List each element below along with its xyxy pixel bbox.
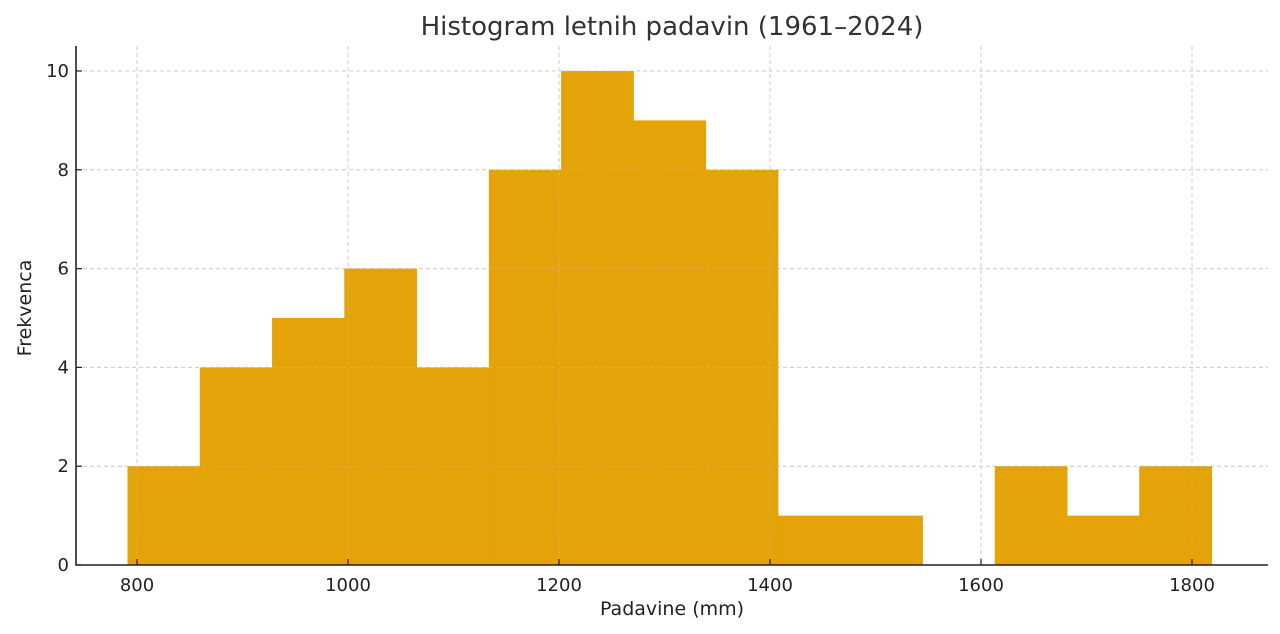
y-tick-label: 2 [58,456,69,477]
histogram-bar [561,71,634,565]
histogram-bar [705,169,779,566]
x-tick-label: 1600 [958,575,1004,596]
histogram-bar [777,515,851,565]
histogram-bar [272,318,345,565]
x-tick-label: 1000 [325,575,371,596]
chart-title: Histogram letnih padavin (1961–2024) [421,12,924,42]
y-tick-label: 6 [58,259,69,280]
y-tick-label: 8 [58,160,69,181]
axes [75,46,1268,566]
histogram-bar [633,120,707,566]
grid-overlay [76,46,1268,565]
y-tick-label: 0 [58,555,69,576]
x-tick-label: 1400 [747,575,793,596]
x-tick-label: 1200 [536,575,582,596]
y-tick-label: 4 [58,357,69,378]
histogram-bar [344,268,418,565]
x-tick-label: 800 [120,575,154,596]
histogram-bar [994,466,1068,565]
histogram-bar [199,367,273,565]
histogram-bar [1139,466,1213,565]
y-axis-ticks: 0 2 4 6 8 10 [46,61,82,576]
x-axis-ticks: 800 1000 1200 1400 1600 1800 [120,559,1215,596]
histogram-bar [1066,515,1140,565]
x-axis-label: Padavine (mm) [600,598,744,620]
histogram-bar [488,169,562,566]
x-tick-label: 1800 [1169,575,1215,596]
histogram-bar [416,367,490,565]
y-axis-label: Frekvenca [14,260,36,357]
y-tick-label: 10 [46,61,69,82]
histogram-bars [76,46,1268,566]
histogram-bar [127,466,201,565]
histogram-bar [850,515,923,565]
